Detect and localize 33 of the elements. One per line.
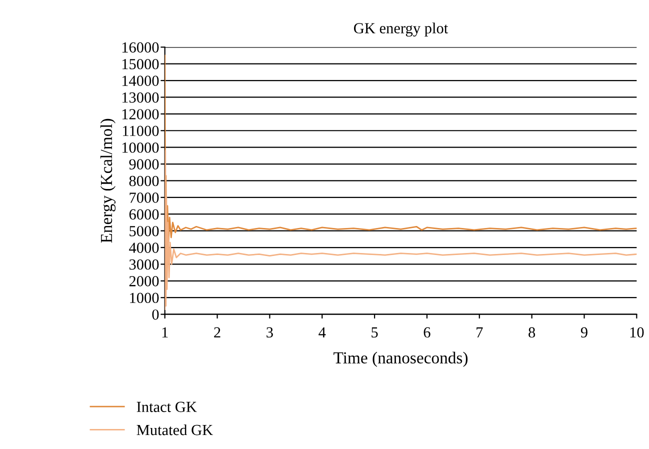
y-tick-label: 11000 xyxy=(123,126,159,136)
legend-label: Intact GK xyxy=(136,402,197,412)
y-tick-label: 6000 xyxy=(129,209,159,220)
x-tick-label: 9 xyxy=(580,327,588,338)
x-tick-label: 6 xyxy=(424,327,430,338)
y-tick-label: 5000 xyxy=(130,226,159,236)
y-tick-label: 12000 xyxy=(122,109,159,120)
y-axis-title: Energy (Kcal/mol) xyxy=(100,118,116,243)
y-tick-label: 15000 xyxy=(122,58,159,70)
x-tick-label: 5 xyxy=(372,327,378,338)
x-tick-label: 4 xyxy=(318,327,326,338)
y-tick-label: 16000 xyxy=(122,42,159,53)
y-tick-label: 3000 xyxy=(129,259,159,270)
x-tick-label: 1 xyxy=(162,327,168,338)
y-tick-label: 4000 xyxy=(129,242,159,253)
x-tick-label: 10 xyxy=(630,327,644,338)
line-series xyxy=(164,150,637,310)
x-axis-title: Time (nanoseconds) xyxy=(334,352,468,367)
x-tick-label: 3 xyxy=(266,327,273,338)
y-tick-label: 8000 xyxy=(129,176,159,186)
y-tick-label: 0 xyxy=(152,309,159,320)
chart-title: GK energy plot xyxy=(354,22,448,37)
y-tick-label: 9000 xyxy=(129,159,159,170)
legend-label: Mutated GK xyxy=(136,424,213,436)
y-tick-label: 13000 xyxy=(122,92,159,103)
x-tick-label: 2 xyxy=(214,327,220,338)
y-tick-label: 7000 xyxy=(130,192,159,203)
y-tick-label: 1000 xyxy=(130,292,159,304)
x-tick-label: 8 xyxy=(528,327,536,338)
y-tick-label: 14000 xyxy=(122,76,159,86)
x-tick-label: 7 xyxy=(476,327,483,338)
y-tick-label: 2000 xyxy=(129,276,159,286)
y-tick-label: 10000 xyxy=(122,142,159,153)
